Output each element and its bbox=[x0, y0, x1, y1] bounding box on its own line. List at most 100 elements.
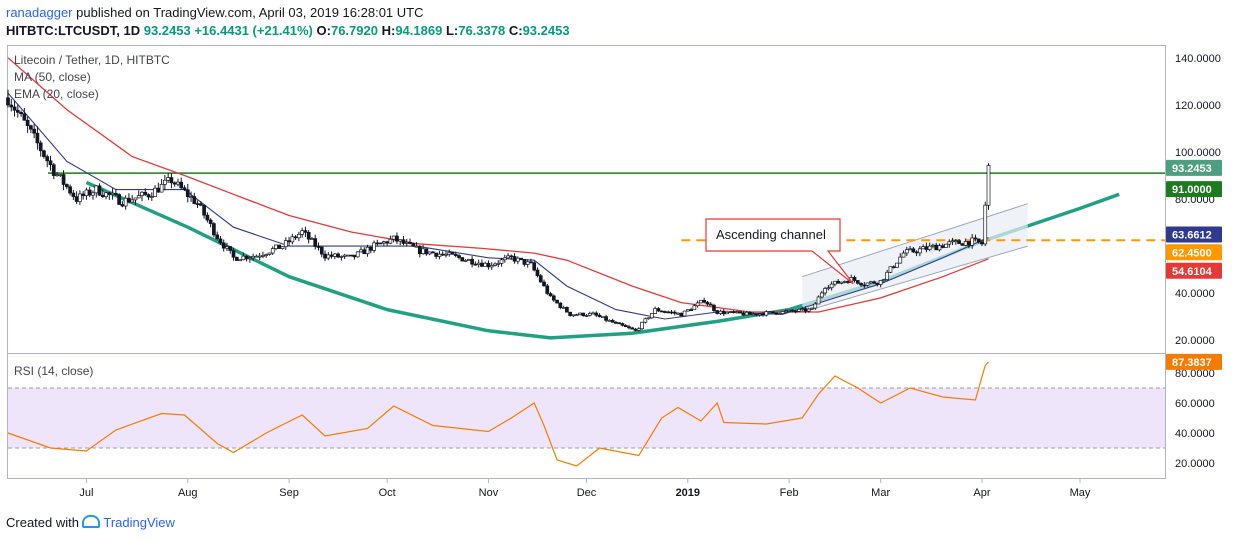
tradingview-link[interactable]: TradingView bbox=[82, 515, 175, 530]
candle-body bbox=[346, 254, 350, 257]
candle-body bbox=[509, 255, 514, 258]
candle-body bbox=[195, 203, 200, 205]
ohlc-bar: HITBTC:LTCUSDT, 1D 93.2453 +16.4431 (+21… bbox=[6, 23, 570, 38]
legend-title: Litecoin / Tether, 1D, HITBTC bbox=[14, 53, 170, 67]
candle-body bbox=[120, 204, 125, 207]
rsi-tick-label: 20.0000 bbox=[1175, 458, 1215, 470]
candle-body bbox=[427, 251, 432, 255]
candle-body bbox=[274, 244, 278, 249]
candle-body bbox=[800, 308, 805, 310]
time-tick-label: Feb bbox=[780, 487, 799, 499]
candle-body bbox=[960, 243, 965, 246]
low-label: L: bbox=[445, 23, 459, 38]
candle-body bbox=[270, 248, 275, 254]
candle-body bbox=[538, 275, 543, 283]
candle-body bbox=[140, 191, 144, 196]
candle-body bbox=[659, 310, 664, 313]
candle-body bbox=[715, 310, 720, 314]
candle-body bbox=[431, 251, 435, 254]
candle-body bbox=[466, 258, 471, 261]
rsi-tick-label: 80.0000 bbox=[1175, 368, 1215, 380]
price-tick-label: 120.0000 bbox=[1175, 100, 1221, 112]
candle-body bbox=[107, 192, 112, 195]
candle-body bbox=[202, 204, 206, 216]
candle-body bbox=[640, 321, 644, 330]
candle-body bbox=[591, 312, 595, 315]
candle-body bbox=[666, 311, 671, 314]
candle-body bbox=[617, 322, 622, 325]
candle-body bbox=[865, 282, 870, 286]
candle-body bbox=[927, 245, 932, 250]
candle-body bbox=[734, 311, 739, 313]
candle-body bbox=[555, 299, 559, 304]
candle-body bbox=[921, 246, 925, 250]
author-link[interactable]: ranadagger bbox=[6, 5, 73, 20]
candle-body bbox=[313, 238, 318, 247]
candle-body bbox=[502, 257, 507, 261]
candle-body bbox=[22, 113, 27, 121]
legend-ema: EMA (20, close) bbox=[14, 87, 99, 101]
candle-body bbox=[914, 251, 919, 254]
open-label: O: bbox=[316, 23, 331, 38]
candle-body bbox=[868, 281, 873, 284]
change-value: +16.4431 (+21.41%) bbox=[194, 23, 313, 38]
rsi-band bbox=[8, 388, 1165, 448]
candle-body bbox=[973, 237, 978, 240]
price-tag-support bbox=[1166, 244, 1222, 261]
candle-body bbox=[934, 244, 939, 251]
candle-body bbox=[744, 311, 749, 316]
candle-body bbox=[58, 174, 63, 176]
candle-body bbox=[676, 312, 680, 315]
candle-body bbox=[614, 321, 618, 324]
candle-body bbox=[604, 316, 608, 321]
candle-body bbox=[970, 237, 975, 246]
candle-body bbox=[833, 280, 837, 285]
candle-body bbox=[643, 318, 648, 323]
time-tick-label: May bbox=[1070, 487, 1091, 499]
candle-body bbox=[855, 280, 860, 284]
candle-body bbox=[404, 241, 409, 244]
candle-body bbox=[460, 257, 465, 262]
candle-body bbox=[453, 253, 458, 256]
rsi-last-tag bbox=[1166, 353, 1222, 370]
candle-body bbox=[29, 125, 33, 130]
price-tag-label: 54.6104 bbox=[1172, 266, 1213, 278]
candle-body bbox=[97, 185, 102, 196]
candle-body bbox=[280, 246, 285, 249]
candle-body bbox=[326, 254, 331, 259]
open-value: 76.7920 bbox=[330, 23, 378, 38]
candle-body bbox=[937, 245, 942, 251]
candle-body bbox=[133, 197, 138, 201]
candle-body bbox=[323, 253, 327, 259]
candle-body bbox=[114, 192, 118, 195]
candle-body bbox=[372, 242, 376, 251]
candle-body bbox=[600, 316, 605, 319]
candle-body bbox=[146, 194, 151, 198]
candle-body bbox=[480, 262, 484, 267]
candle-body bbox=[607, 319, 612, 322]
candle-body bbox=[388, 238, 393, 244]
candle-body bbox=[908, 248, 912, 251]
candle-body bbox=[339, 256, 344, 258]
candle-body bbox=[123, 197, 128, 207]
legend-ma: MA (50, close) bbox=[14, 70, 91, 84]
candle-body bbox=[980, 241, 984, 245]
candle-body bbox=[633, 328, 638, 331]
candle-body bbox=[548, 293, 553, 297]
price-tag-resistance bbox=[1166, 181, 1222, 198]
candle-body bbox=[218, 238, 223, 244]
candle-body bbox=[630, 327, 635, 330]
candle-body bbox=[898, 256, 903, 264]
candle-body bbox=[172, 182, 177, 185]
candle-body bbox=[685, 309, 690, 312]
candle-body bbox=[130, 199, 135, 203]
candle-body bbox=[761, 313, 765, 316]
candle-body bbox=[192, 196, 197, 204]
candle-body bbox=[506, 255, 510, 259]
candle-body bbox=[143, 191, 148, 195]
candle-body bbox=[382, 241, 386, 244]
price-tag-label: 63.6612 bbox=[1172, 229, 1212, 241]
candle-body bbox=[695, 302, 700, 307]
candle-body bbox=[813, 303, 818, 309]
candle-body bbox=[221, 242, 226, 249]
